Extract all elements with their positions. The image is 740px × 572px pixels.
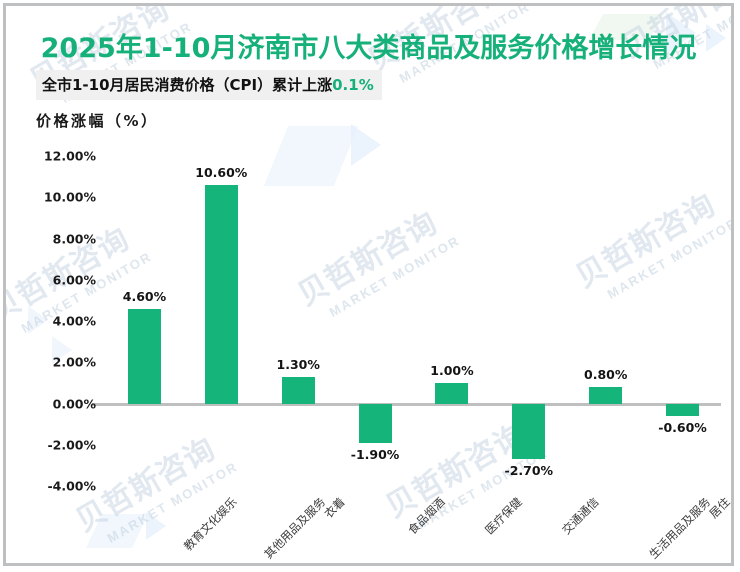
subtitle-main: 全市1-10月居民消费价格（CPI）累计上涨 [42, 76, 333, 94]
page-title: 2025年1-10月济南市八大类商品及服务价格增长情况 [40, 33, 697, 64]
y-axis-tick-label: -4.00% [47, 478, 96, 494]
bar-value-label: 1.00% [430, 362, 474, 378]
x-axis-tick-label: 教育文化娱乐 [181, 494, 241, 554]
subtitle-text: 全市1-10月居民消费价格（CPI）累计上涨0.1% [42, 74, 374, 95]
y-axis-tick-label: 2.00% [52, 354, 96, 370]
x-axis-tick-label: 交通通信 [558, 494, 602, 538]
plot-area: 12.00% 10.00% 8.00% 6.00% 4.00% 2.00% 0.00% -2.… [44, 149, 731, 562]
bar-value-label: -0.60% [658, 419, 707, 435]
bar [435, 382, 469, 404]
y-axis-tick-label: 6.00% [52, 272, 96, 288]
bar [127, 308, 161, 404]
x-axis-tick-label: 居住 [706, 494, 733, 521]
bar [358, 403, 392, 443]
x-axis-tick-label: 其他用品及服务 [261, 494, 329, 562]
x-axis-tick-label: 医疗保健 [482, 494, 525, 538]
y-axis-tick-label: -2.00% [47, 437, 96, 453]
x-axis-tick-label: 食品烟酒 [405, 494, 448, 538]
bar-value-label: 10.60% [195, 164, 248, 180]
y-axis-tick-label: 0.00% [52, 396, 96, 411]
bar-value-label: 0.80% [584, 367, 628, 382]
bar-value-label: 1.30% [276, 356, 320, 372]
subtitle-highlight-value: 0.1% [332, 76, 374, 94]
bar [281, 376, 315, 404]
zero-axis-line [92, 402, 721, 406]
bar [512, 403, 546, 460]
y-axis-title: 价格涨幅（%） [36, 112, 159, 130]
subtitle-banner: 全市1-10月居民消费价格（CPI）累计上涨0.1% [36, 70, 382, 100]
bar [204, 184, 238, 404]
bar-value-label: -2.70% [504, 463, 554, 479]
x-axis-tick-label: 衣着 [321, 494, 348, 521]
bar [589, 387, 623, 404]
chart-frame: 贝哲斯咨询 MARKET MONITOR 贝哲斯咨询 MARKET MONITO… [3, 3, 734, 566]
y-axis-tick-label: 12.00% [43, 148, 96, 164]
bar-value-label: 4.60% [122, 288, 167, 304]
y-axis-tick-label: 8.00% [52, 231, 96, 246]
y-axis-tick-label: 4.00% [52, 313, 96, 329]
x-axis-tick-label: 生活用品及服务 [645, 494, 713, 562]
y-axis-tick-label: 10.00% [43, 189, 96, 205]
bar-value-label: -1.90% [350, 446, 400, 462]
bar [666, 403, 700, 416]
